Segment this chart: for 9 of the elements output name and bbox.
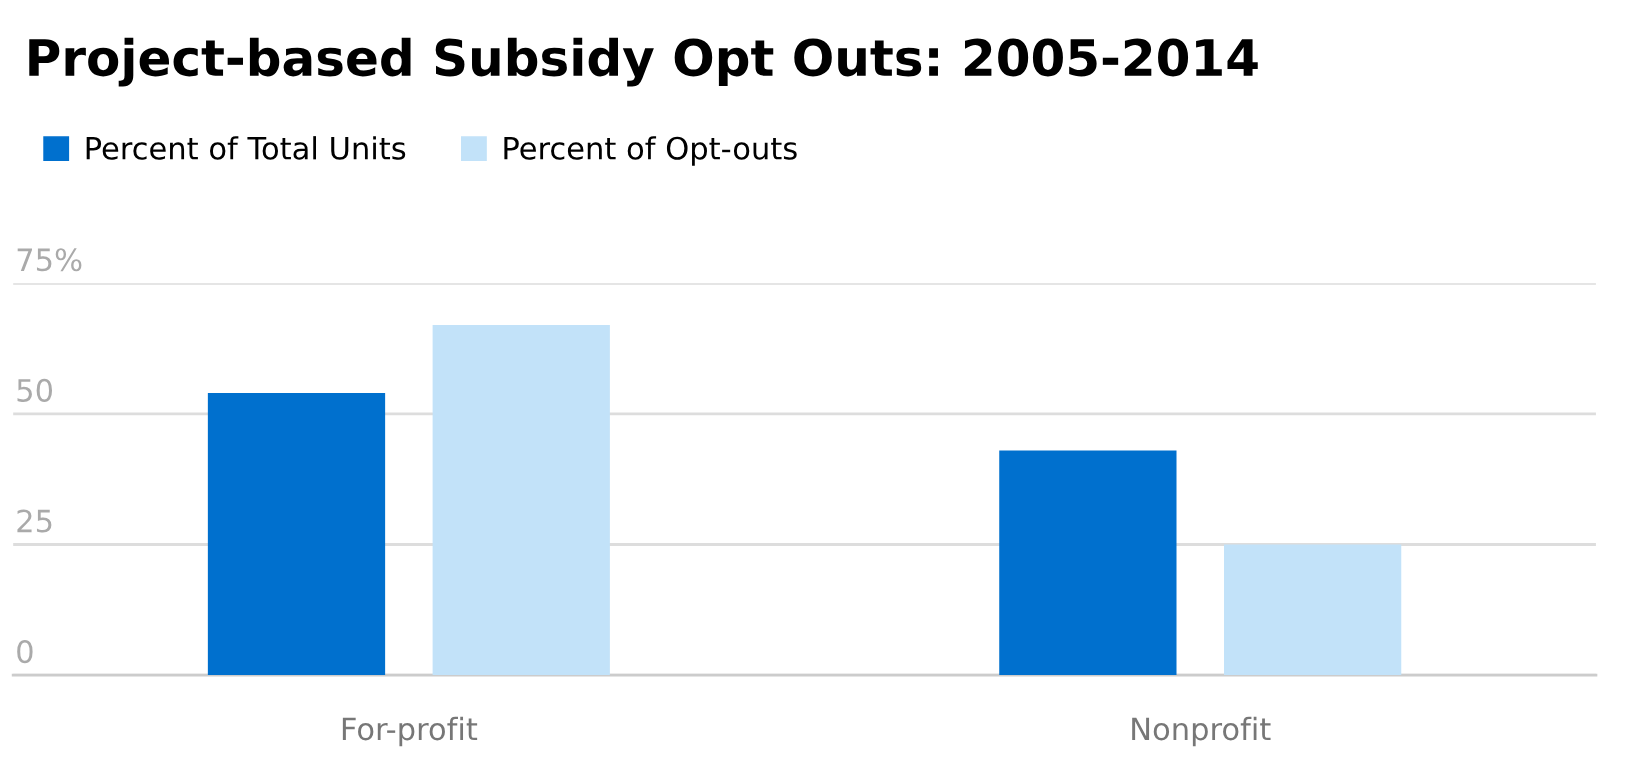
y-tick-label: 0	[17, 640, 33, 664]
x-tick-label: Nonprofit	[1132, 716, 1271, 747]
y-tick-label: 25	[17, 509, 52, 533]
chart-title: Project-based Subsidy Opt Outs: 2005-2014	[29, 37, 1258, 87]
legend-label: Percent of Opt-outs	[504, 136, 797, 166]
y-tick-label: 50	[17, 378, 53, 402]
y-tick-label: 75%	[17, 248, 82, 272]
x-tick-label: For-profit	[342, 716, 478, 747]
legend-label: Percent of Total Units	[86, 136, 406, 160]
